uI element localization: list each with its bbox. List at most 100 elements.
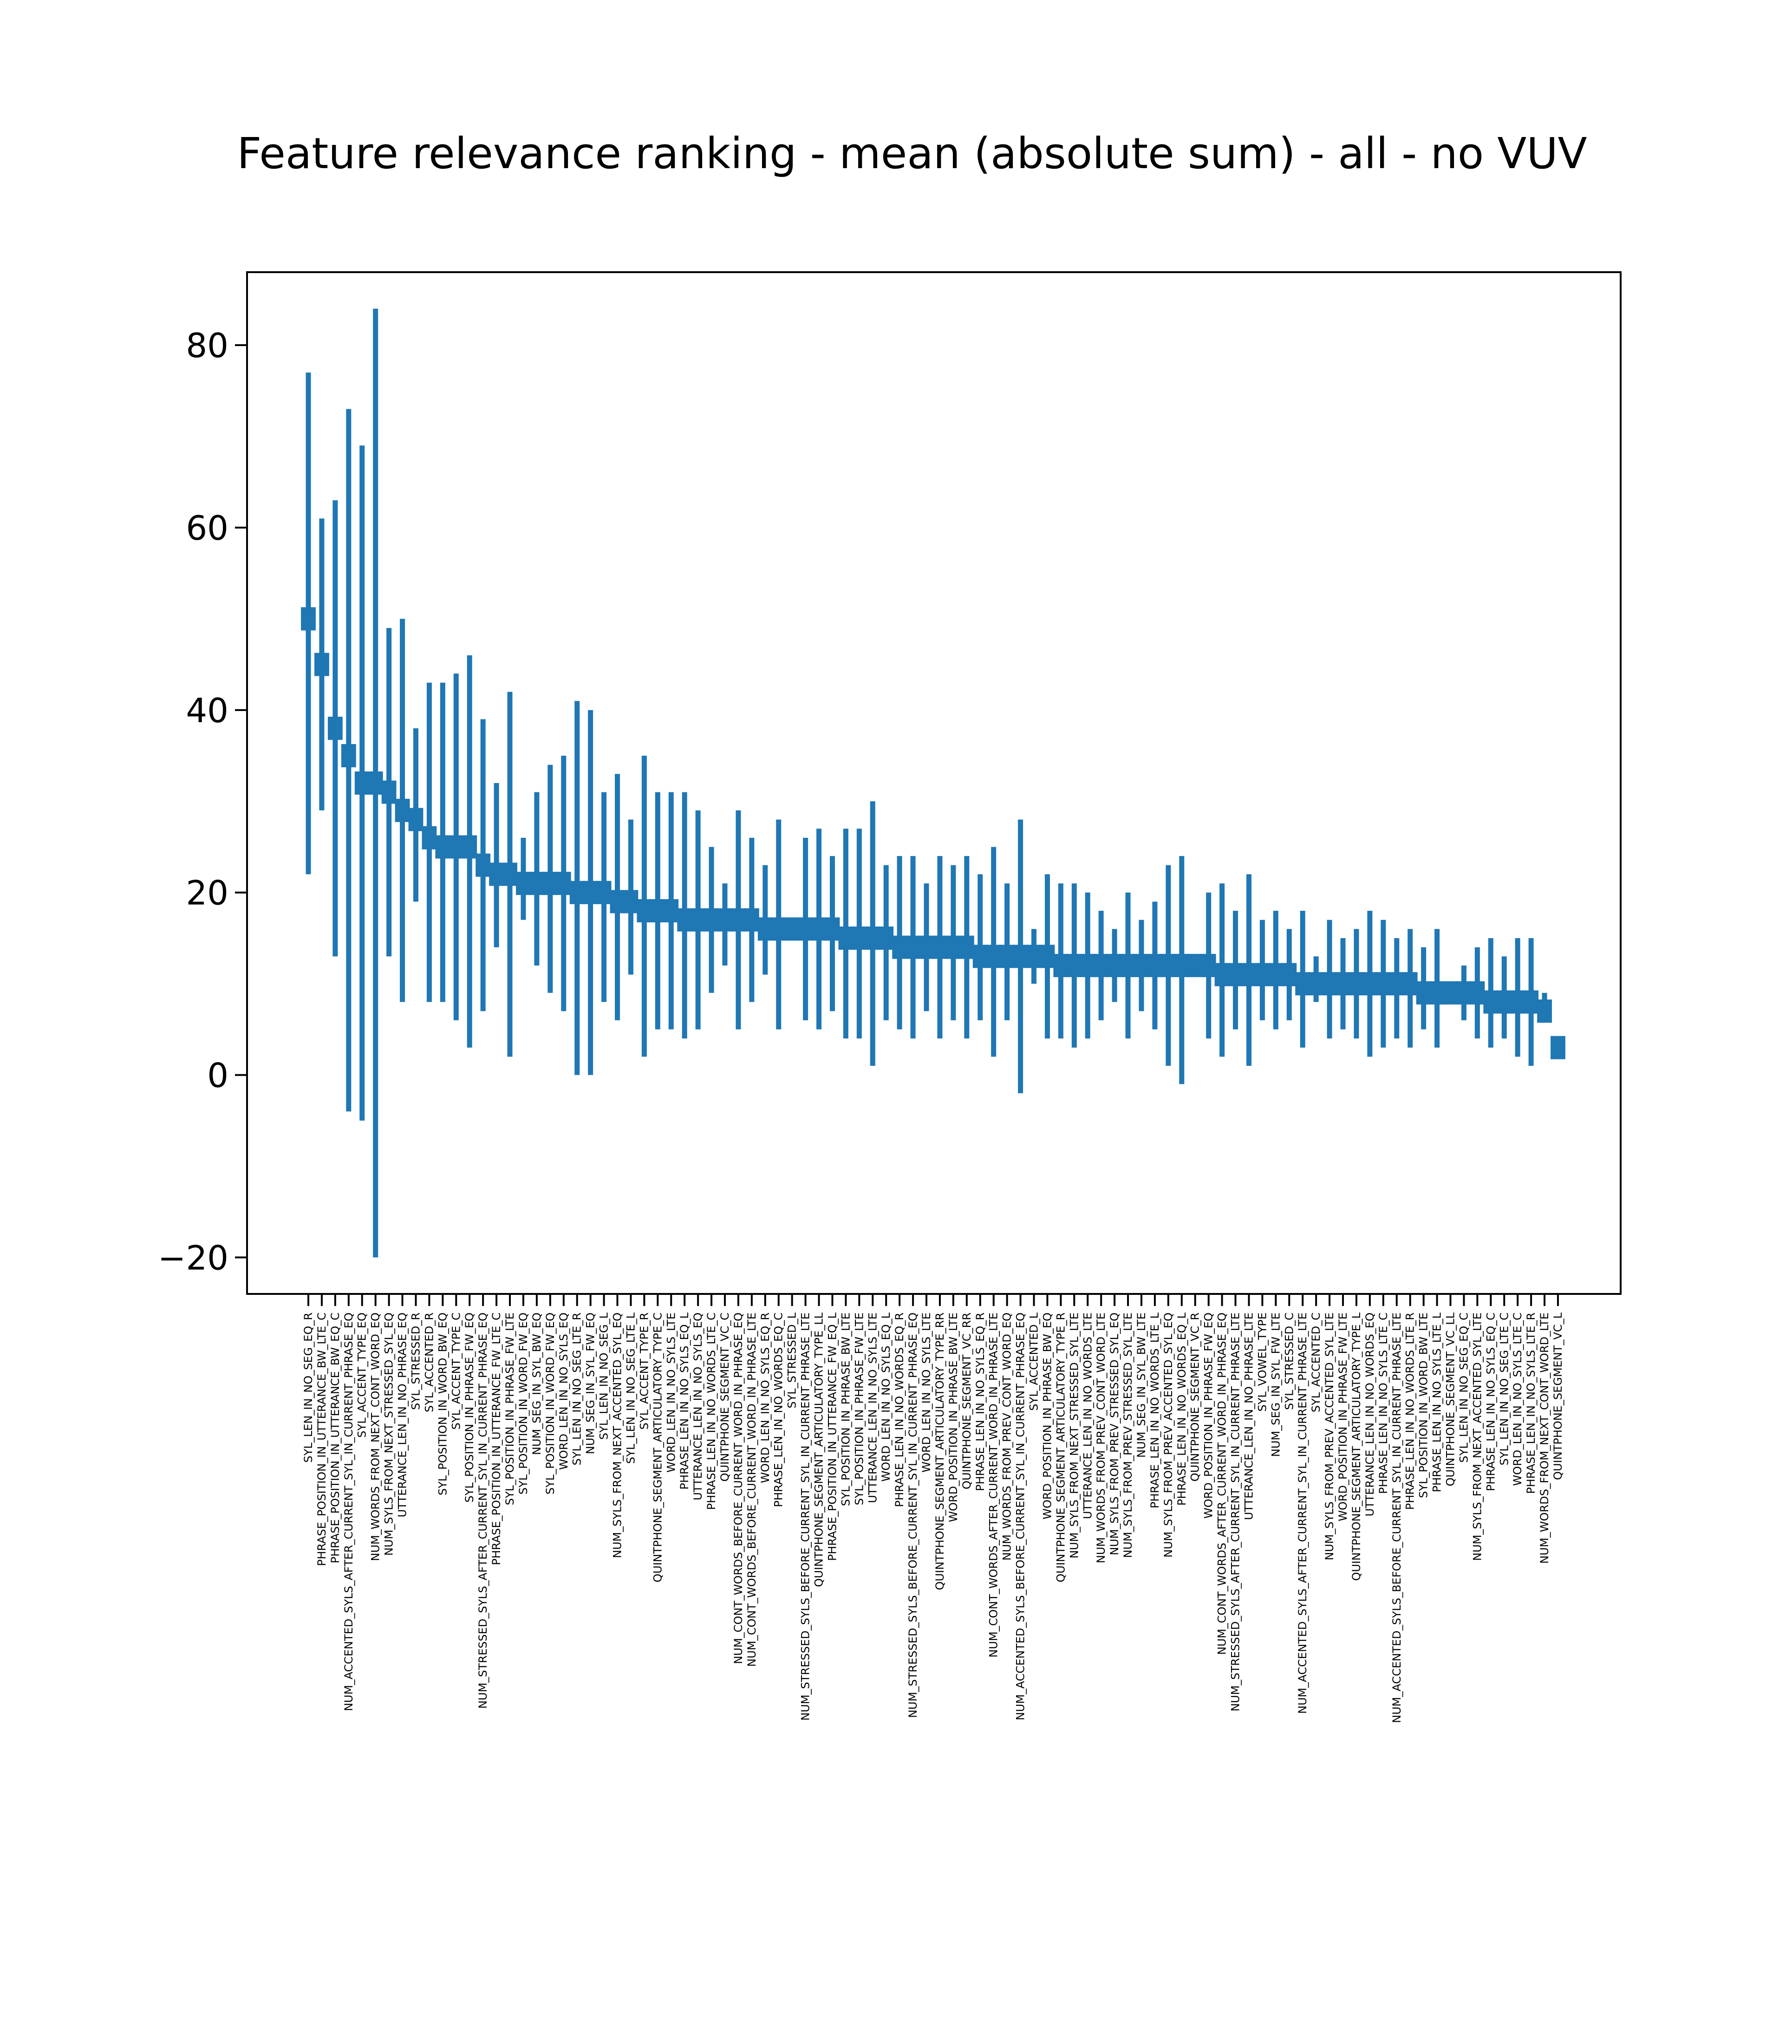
mean-marker	[1537, 999, 1552, 1023]
x-tick-label: NUM_STRESSED_SYLS_AFTER_CURRENT_SYL_IN_C…	[1229, 1313, 1242, 1711]
x-tick-label: NUM_SYLS_FROM_NEXT_ACCENTED_SYL_LTE	[1471, 1313, 1484, 1561]
mean-marker	[542, 872, 558, 895]
mean-marker	[906, 935, 921, 959]
mean-marker	[1510, 990, 1525, 1014]
x-tick-label: UTTERANCE_LEN_IN_NO_WORDS_EQ	[1363, 1313, 1376, 1516]
chart-title: Feature relevance ranking - mean (absolu…	[237, 129, 1587, 178]
mean-marker	[945, 935, 961, 959]
mean-marker	[354, 771, 370, 795]
mean-marker	[731, 908, 746, 932]
x-tick-label: SYL_ACCENTED_R	[423, 1313, 436, 1412]
x-tick-label: SYL_STRESSED_C	[1283, 1313, 1296, 1410]
x-tick-label: PHRASE_LEN_IN_NO_WORDS_LTE_R	[1404, 1313, 1417, 1510]
y-tick-label: 80	[186, 326, 228, 365]
mean-marker	[1483, 990, 1499, 1014]
mean-marker	[664, 899, 679, 922]
mean-marker	[1053, 953, 1069, 977]
mean-marker	[771, 917, 786, 941]
mean-marker	[596, 881, 612, 904]
x-tick-label: NUM_STRESSED_SYLS_AFTER_CURRENT_SYL_IN_C…	[476, 1313, 489, 1709]
mean-marker	[489, 862, 504, 886]
x-tick-label: NUM_SYLS_FROM_NEXT_STRESSED_SYL_EQ	[383, 1313, 396, 1556]
mean-marker	[476, 853, 491, 877]
mean-marker	[1026, 945, 1042, 968]
mean-marker	[986, 945, 1001, 968]
x-tick-label: PHRASE_LEN_IN_NO_WORDS_EQ_R	[893, 1313, 906, 1507]
x-tick-label: NUM_SEG_IN_SYL_BW_LTE	[1135, 1313, 1148, 1458]
x-tick-label: NUM_WORDS_FROM_PREV_CONT_WORD_EQ	[1001, 1313, 1014, 1561]
x-tick-label: PHRASE_LEN_IN_NO_SYLS_EQ_L	[678, 1312, 691, 1489]
x-tick-label: SYL_POSITION_IN_PHRASE_FW_LTE	[853, 1313, 866, 1505]
x-tick-label: NUM_SEG_IN_SYL_BW_EQ	[530, 1313, 543, 1455]
x-tick-label: NUM_WORDS_FROM_PREV_CONT_WORD_LTE	[1095, 1313, 1108, 1563]
mean-marker	[1268, 963, 1284, 986]
mean-marker	[395, 798, 410, 822]
x-tick-label: PHRASE_LEN_IN_NO_WORDS_LTE_L	[1148, 1312, 1161, 1508]
mean-marker	[301, 607, 316, 631]
mean-marker	[1362, 972, 1377, 996]
mean-marker	[1187, 953, 1203, 977]
x-tick-label: NUM_CONT_WORDS_BEFORE_CURRENT_WORD_IN_PH…	[732, 1313, 745, 1664]
x-tick-label: SYL_POSITION_IN_PHRASE_BW_LTE	[839, 1313, 852, 1506]
y-tick-label: 20	[186, 874, 228, 913]
x-tick-label: PHRASE_LEN_IN_NO_WORDS_LTE_C	[705, 1313, 718, 1510]
mean-marker	[449, 835, 464, 859]
mean-marker	[529, 872, 544, 895]
x-tick-label: SYL_POSITION_IN_PHRASE_FW_LTE	[503, 1313, 516, 1505]
x-tick-label: NUM_SYLS_FROM_PREV_ACCENTED_SYL_EQ	[1162, 1313, 1175, 1558]
x-tick-label: QUINTPHONE_SEGMENT_ARTICULATORY_TYPE_R	[1054, 1313, 1067, 1582]
x-tick-label: NUM_CONT_WORDS_AFTER_CURRENT_WORD_IN_PHR…	[987, 1313, 1000, 1658]
x-tick-label: UTTERANCE_LEN_IN_NO_PHRASE_LTE	[1242, 1313, 1255, 1520]
mean-marker	[1214, 963, 1230, 986]
mean-marker	[610, 890, 625, 914]
x-tick-label: NUM_SYLS_FROM_NEXT_ACCENTED_SYL_EQ	[611, 1313, 624, 1558]
mean-marker	[1121, 953, 1135, 977]
x-tick-label: SYL_POSITION_IN_WORD_BW_LTE	[1417, 1313, 1430, 1498]
x-tick-label: SYL_ACCENT_TYPE_R	[638, 1313, 651, 1430]
x-tick-label: NUM_SYLS_FROM_PREV_STRESSED_SYL_EQ	[1108, 1313, 1121, 1555]
x-tick-label: SYL_ACCENTED_C	[1310, 1313, 1323, 1412]
mean-marker	[838, 926, 854, 950]
mean-marker	[1255, 963, 1270, 986]
mean-marker	[704, 908, 719, 932]
mean-marker	[1429, 981, 1445, 1005]
x-tick-label: QUINTPHONE_SEGMENT_ARTICULATORY_TYPE_L	[1350, 1312, 1363, 1580]
mean-marker	[1456, 981, 1472, 1005]
mean-marker	[1497, 990, 1512, 1014]
mean-marker	[677, 908, 692, 932]
mean-marker	[502, 862, 517, 886]
x-tick-label: WORD_LEN_IN_NO_SYLS_EQ	[557, 1313, 570, 1470]
x-tick-label: SYL_ACCENTED_L	[1028, 1312, 1041, 1411]
x-tick-label: NUM_STRESSED_SYLS_BEFORE_CURRENT_SYL_IN_…	[799, 1313, 812, 1721]
mean-marker	[919, 935, 934, 959]
x-tick-label: WORD_LEN_IN_NO_SYLS_LTE	[920, 1313, 933, 1473]
mean-marker	[1241, 963, 1257, 986]
x-tick-label: WORD_POSITION_IN_PHRASE_FW_EQ	[1202, 1313, 1215, 1519]
mean-marker	[879, 926, 894, 950]
x-tick-label: SYL_ACCENT_TYPE_C	[450, 1313, 463, 1430]
x-tick-label: PHRASE_LEN_IN_NO_WORDS_EQ_C	[772, 1313, 785, 1507]
mean-marker	[1107, 953, 1122, 977]
x-tick-label: NUM_CONT_WORDS_BEFORE_CURRENT_WORD_IN_PH…	[745, 1313, 758, 1667]
x-tick-label: PHRASE_POSITION_IN_UTTERANCE_FW_LTE_C	[490, 1313, 503, 1565]
mean-marker	[892, 935, 907, 959]
x-tick-label: QUINTPHONE_SEGMENT_VC_R	[1189, 1313, 1202, 1482]
mean-marker	[1067, 953, 1082, 977]
x-tick-label: WORD_LEN_IN_NO_SYLS_EQ_L	[880, 1312, 893, 1482]
x-tick-label: WORD_POSITION_IN_PHRASE_FW_LTE	[1336, 1313, 1349, 1522]
x-tick-label: NUM_SYLS_FROM_PREV_ACCENTED_SYL_LTE	[1323, 1313, 1336, 1561]
mean-marker	[516, 872, 531, 895]
plot-area	[301, 308, 1565, 1258]
x-tick-label: SYL_LEN_IN_NO_SEG_LTE_C	[1498, 1313, 1511, 1465]
x-tick-label: NUM_SEG_IN_SYL_FW_LTE	[1269, 1313, 1282, 1457]
mean-marker	[381, 780, 397, 804]
mean-marker	[1389, 972, 1404, 996]
x-tick-label: SYL_POSITION_IN_WORD_FW_EQ	[544, 1313, 557, 1495]
mean-marker	[462, 835, 477, 859]
x-tick-label: WORD_LEN_IN_NO_SYLS_LTE_C	[1511, 1313, 1524, 1486]
x-tick-label: SYL_LEN_IN_NO_SEG_EQ_C	[1457, 1313, 1470, 1463]
mean-marker	[623, 890, 639, 914]
